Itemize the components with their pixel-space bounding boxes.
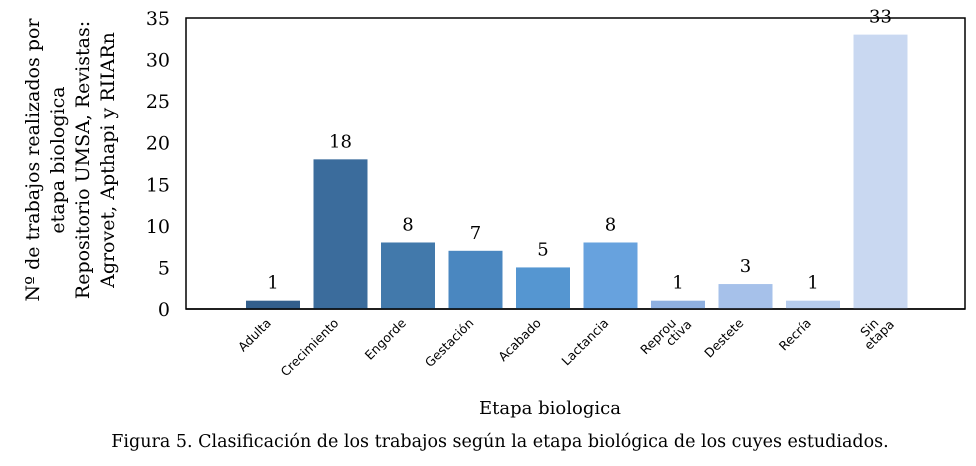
data-label: 5 — [537, 239, 548, 260]
data-label: 8 — [402, 214, 413, 235]
x-tick-label: Acabado — [495, 315, 544, 364]
y-tick-label: 25 — [146, 91, 170, 113]
y-tick-label: 20 — [146, 133, 170, 155]
x-tick-label-line: Gestación — [422, 315, 477, 370]
data-label: 1 — [807, 273, 818, 294]
y-axis-label-line: Repositorio UMSA, Revistas: — [72, 21, 94, 299]
data-label: 33 — [869, 7, 892, 28]
x-tick-label-line: Engorde — [362, 315, 410, 363]
figure-caption: Figura 5. Clasificación de los trabajos … — [111, 432, 888, 452]
bar — [853, 34, 908, 309]
data-label: 7 — [470, 223, 481, 244]
data-label: 1 — [267, 273, 278, 294]
bar — [516, 267, 570, 309]
y-tick-label: 15 — [146, 174, 170, 196]
x-tick-label: Destete — [701, 315, 746, 360]
y-axis-label-line: Nº de trabajos realizados por — [22, 18, 44, 302]
x-tick-label: Crecimiento — [277, 315, 341, 379]
data-label: 18 — [329, 131, 352, 152]
x-tick-label-line: Recría — [776, 315, 814, 353]
y-tick-label: 35 — [146, 8, 170, 30]
bar — [786, 300, 840, 309]
bar — [651, 300, 705, 309]
bar — [381, 242, 435, 309]
data-label: 3 — [740, 256, 751, 277]
y-axis-label-line: etapa biologica — [47, 86, 69, 233]
plot-frame — [185, 17, 966, 310]
bar — [448, 250, 503, 309]
y-tick-label: 5 — [158, 257, 170, 279]
data-label: 1 — [672, 273, 683, 294]
y-tick-label: 0 — [158, 299, 170, 321]
x-tick-label: Lactancia — [558, 315, 611, 368]
y-tick-label: 30 — [146, 50, 170, 72]
x-tick-label-line: Destete — [701, 315, 746, 360]
x-tick-label: Gestación — [422, 315, 477, 370]
x-tick-label-line: Crecimiento — [277, 315, 341, 379]
x-tick-label: Recría — [776, 315, 814, 353]
y-axis-label-line: Agrovet, Apthapi y RIIARn — [97, 32, 119, 289]
bar — [246, 300, 300, 309]
x-tick-label-line: Lactancia — [558, 315, 611, 368]
x-axis-label: Etapa biologica — [479, 398, 621, 419]
y-tick-label: 10 — [146, 216, 170, 238]
x-tick-label-line: Adulta — [235, 315, 274, 354]
data-label: 8 — [605, 214, 616, 235]
x-tick-label: Adulta — [235, 315, 274, 354]
bar — [718, 284, 773, 309]
y-axis-label: Nº de trabajos realizados por etapa biolo… — [22, 18, 119, 302]
bar — [313, 159, 368, 309]
x-tick-label-line: Acabado — [495, 315, 544, 364]
bar — [583, 242, 638, 309]
x-tick-label: Engorde — [362, 315, 410, 363]
